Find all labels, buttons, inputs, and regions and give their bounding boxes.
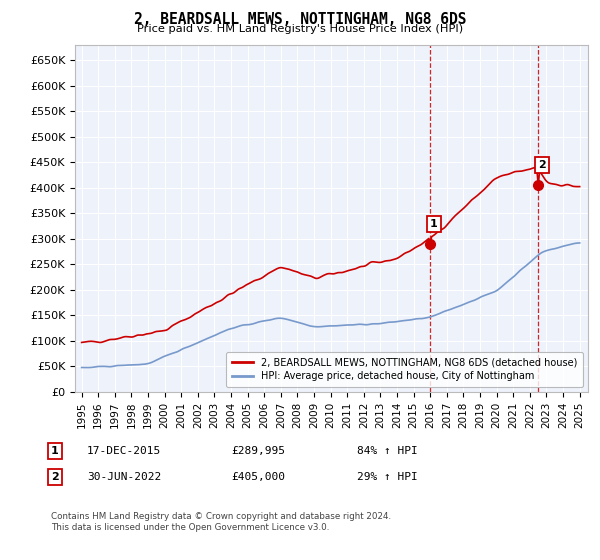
Text: 2, BEARDSALL MEWS, NOTTINGHAM, NG8 6DS: 2, BEARDSALL MEWS, NOTTINGHAM, NG8 6DS — [134, 12, 466, 27]
Text: £289,995: £289,995 — [231, 446, 285, 456]
Text: £405,000: £405,000 — [231, 472, 285, 482]
Text: 2: 2 — [51, 472, 59, 482]
Text: 30-JUN-2022: 30-JUN-2022 — [87, 472, 161, 482]
Legend: 2, BEARDSALL MEWS, NOTTINGHAM, NG8 6DS (detached house), HPI: Average price, det: 2, BEARDSALL MEWS, NOTTINGHAM, NG8 6DS (… — [226, 352, 583, 387]
Text: 29% ↑ HPI: 29% ↑ HPI — [357, 472, 418, 482]
Text: 1: 1 — [430, 218, 437, 228]
Text: 17-DEC-2015: 17-DEC-2015 — [87, 446, 161, 456]
Text: 1: 1 — [51, 446, 59, 456]
Text: Contains HM Land Registry data © Crown copyright and database right 2024.
This d: Contains HM Land Registry data © Crown c… — [51, 512, 391, 532]
Text: Price paid vs. HM Land Registry's House Price Index (HPI): Price paid vs. HM Land Registry's House … — [137, 24, 463, 34]
Text: 2: 2 — [538, 160, 546, 170]
Text: 84% ↑ HPI: 84% ↑ HPI — [357, 446, 418, 456]
